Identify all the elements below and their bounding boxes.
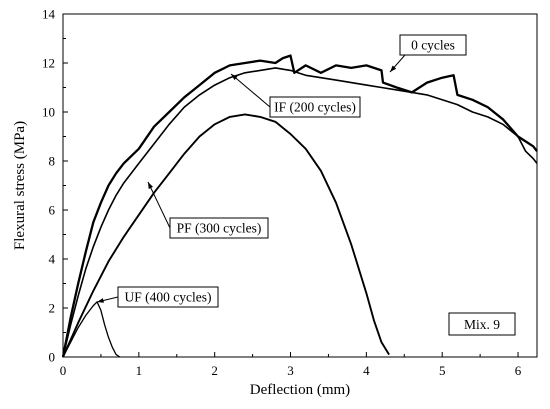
- x-tick-label: 5: [439, 363, 446, 378]
- series-line-1: [62, 67, 538, 358]
- annotation-arrowhead: [390, 65, 397, 72]
- y-tick-label: 4: [49, 252, 56, 267]
- annotation-arrow: [147, 181, 171, 229]
- series-layer: [61, 54, 538, 358]
- y-tick-label: 2: [49, 301, 56, 316]
- annotation-label: IF (200 cycles): [274, 100, 356, 115]
- annotations-layer: 0 cycles IF (200 cycles) PF (300 cycles) UF…: [96, 34, 516, 336]
- annotation-box: [399, 34, 467, 56]
- y-axis-title: Flexural stress (MPa): [12, 121, 28, 250]
- annotation-arrowhead: [231, 74, 238, 81]
- x-tick-label: 1: [136, 363, 143, 378]
- x-tick-label: 0: [60, 363, 67, 378]
- mix-label-box: [448, 312, 516, 336]
- x-tick-label: 6: [515, 363, 522, 378]
- annotation-label: UF (400 cycles): [125, 290, 212, 305]
- annotation-arrowhead: [148, 182, 153, 189]
- mix-label: Mix. 9: [464, 317, 500, 332]
- y-tick-label: 10: [42, 105, 55, 120]
- y-tick-label: 8: [49, 154, 56, 169]
- y-tick-label: 0: [49, 350, 56, 365]
- series-line-3: [62, 301, 121, 358]
- x-tick-label: 2: [211, 363, 218, 378]
- x-axis-title: Deflection (mm): [250, 382, 350, 398]
- annotation-label: PF (300 cycles): [177, 221, 262, 236]
- annotation-arrow: [230, 73, 271, 108]
- annotation-arrowhead: [97, 298, 104, 303]
- annotation-label: 0 cycles: [411, 38, 455, 53]
- y-tick-label: 12: [42, 56, 55, 71]
- y-tick-label: 14: [42, 7, 56, 22]
- x-tick-label: 4: [363, 363, 370, 378]
- x-tick-label: 3: [287, 363, 294, 378]
- y-tick-label: 6: [49, 203, 56, 218]
- series-line-0: [61, 54, 538, 358]
- series-line-2: [62, 113, 390, 358]
